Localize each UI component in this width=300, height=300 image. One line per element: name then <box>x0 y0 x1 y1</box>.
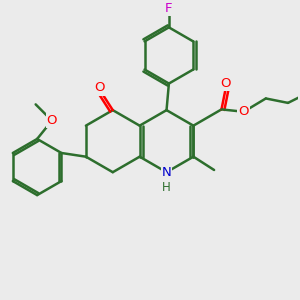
Text: O: O <box>94 82 105 94</box>
Text: O: O <box>47 114 57 127</box>
Text: H: H <box>162 181 171 194</box>
Text: N: N <box>162 166 171 179</box>
Text: O: O <box>221 77 231 90</box>
Text: O: O <box>238 105 249 118</box>
Text: F: F <box>165 2 172 15</box>
